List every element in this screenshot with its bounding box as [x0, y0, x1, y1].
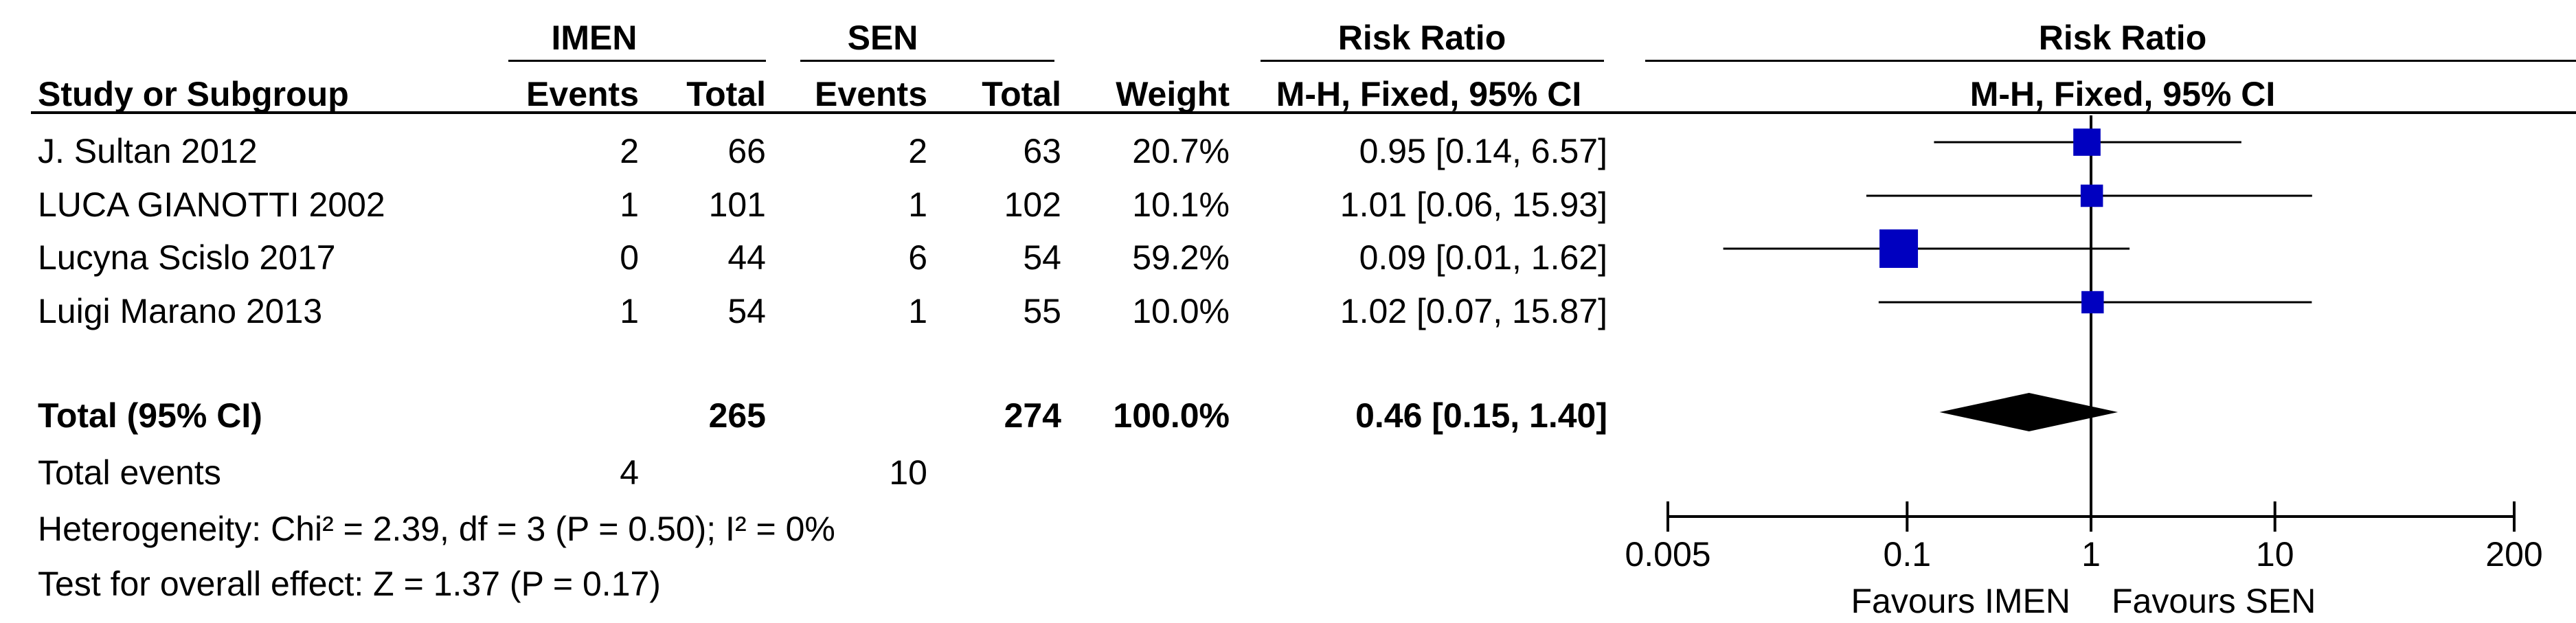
study-name: Luigi Marano 2013 [38, 292, 323, 330]
effect-marker [2073, 128, 2101, 156]
study-weight: 10.1% [1132, 185, 1230, 224]
study-weight: 59.2% [1132, 238, 1230, 277]
study-weight: 20.7% [1132, 132, 1230, 170]
sen-header-rule [800, 60, 1054, 62]
study-ci: 1.02 [0.07, 15.87] [1340, 292, 1607, 330]
imen-total: 66 [727, 132, 766, 170]
x-tick-label: 1 [2081, 535, 2101, 574]
overall-effect-text: Test for overall effect: Z = 1.37 (P = 0… [38, 565, 661, 603]
pooled-diamond [1939, 393, 2119, 431]
col-events-sen: Events [815, 75, 927, 113]
study-ci: 1.01 [0.06, 15.93] [1340, 185, 1607, 224]
study-name: Lucyna Scislo 2017 [38, 238, 336, 277]
col-method-plot: M-H, Fixed, 95% CI [1969, 75, 2276, 113]
rr-plot-header-rule [1645, 60, 2576, 62]
events-sen: 10 [889, 453, 927, 492]
study-ci: 0.09 [0.01, 1.62] [1359, 238, 1607, 277]
col-total-imen: Total [686, 75, 766, 113]
effect-marker [2080, 184, 2103, 207]
effect-marker [1879, 229, 1919, 268]
x-tick-label: 0.1 [1884, 535, 1932, 574]
total-ci: 0.46 [0.15, 1.40] [1355, 396, 1607, 435]
col-method-table: M-H, Fixed, 95% CI [1276, 75, 1582, 113]
heterogeneity-text: Heterogeneity: Chi² = 2.39, df = 3 (P = … [38, 510, 835, 548]
plot-risk-ratio-header: Risk Ratio [2038, 19, 2207, 57]
group-header-imen: IMEN [551, 19, 637, 57]
x-tick-label: 10 [2256, 535, 2294, 574]
events-imen: 4 [620, 453, 639, 492]
total-sen: 274 [1004, 396, 1061, 435]
sen-total: 54 [1023, 238, 1061, 277]
total-weight: 100.0% [1113, 396, 1230, 435]
total-label: Total (95% CI) [38, 396, 262, 435]
favours-imen-label: Favours IMEN [1851, 582, 2070, 620]
study-ci: 0.95 [0.14, 6.57] [1359, 132, 1607, 170]
x-tick-label: 200 [2485, 535, 2542, 574]
sen-total: 55 [1023, 292, 1061, 330]
sen-events: 1 [908, 292, 927, 330]
sen-total: 102 [1004, 185, 1061, 224]
imen-events: 1 [620, 292, 639, 330]
col-total-sen: Total [982, 75, 1061, 113]
study-name: J. Sultan 2012 [38, 132, 258, 170]
x-tick-label: 0.005 [1625, 535, 1710, 574]
imen-events: 1 [620, 185, 639, 224]
sen-events: 6 [908, 238, 927, 277]
table-risk-ratio-header: Risk Ratio [1337, 19, 1506, 57]
header-bottom-rule [31, 111, 2576, 114]
imen-total: 101 [708, 185, 766, 224]
imen-events: 2 [620, 132, 639, 170]
effect-marker [2081, 291, 2104, 314]
study-name: LUCA GIANOTTI 2002 [38, 185, 385, 224]
sen-events: 2 [908, 132, 927, 170]
favours-sen-label: Favours SEN [2112, 582, 2316, 620]
sen-total: 63 [1023, 132, 1061, 170]
total-imen: 265 [708, 396, 766, 435]
study-weight: 10.0% [1132, 292, 1230, 330]
imen-events: 0 [620, 238, 639, 277]
rr-table-header-rule [1261, 60, 1604, 62]
imen-total: 54 [727, 292, 766, 330]
col-weight: Weight [1116, 75, 1230, 113]
group-header-sen: SEN [847, 19, 918, 57]
imen-header-rule [508, 60, 766, 62]
sen-events: 1 [908, 185, 927, 224]
imen-total: 44 [727, 238, 766, 277]
col-events-imen: Events [526, 75, 639, 113]
col-study: Study or Subgroup [38, 75, 349, 113]
events-label: Total events [38, 453, 221, 492]
